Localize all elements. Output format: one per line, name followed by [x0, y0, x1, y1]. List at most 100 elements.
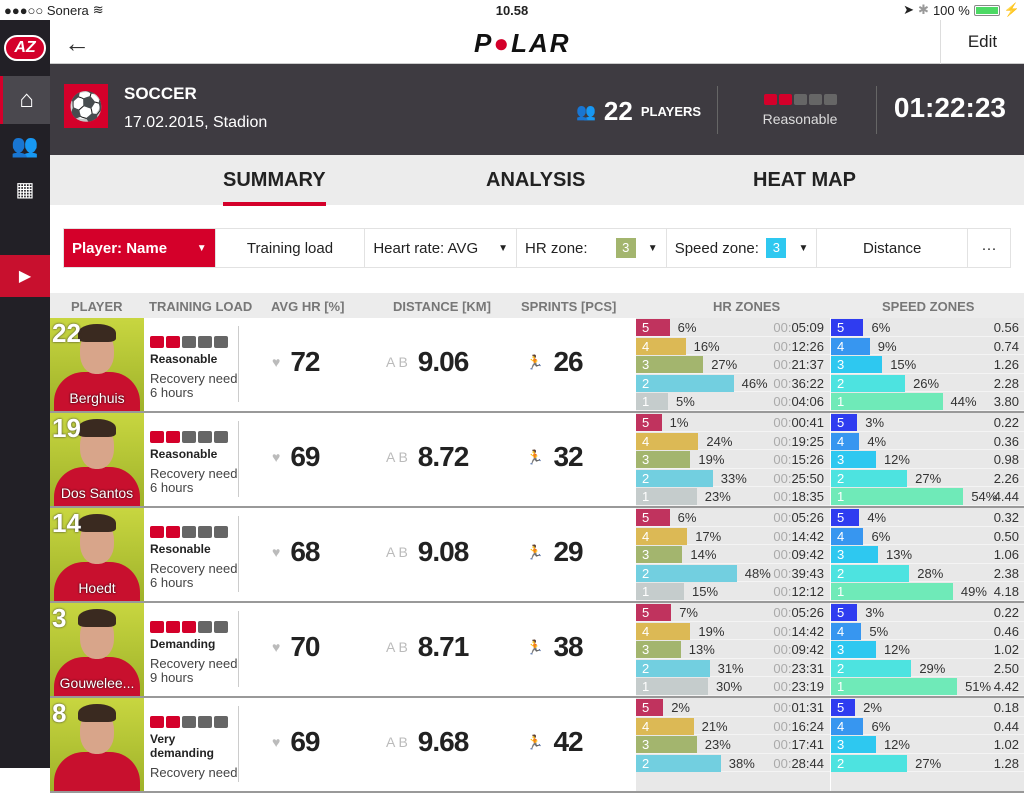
hr-zone-row: 5 6% 00:05:26	[636, 508, 830, 527]
speed-zone-row: 2 29% 2.50	[831, 659, 1024, 678]
speed-zone-row: 3 15% 1.26	[831, 355, 1024, 374]
player-photo[interactable]: 19 Dos Santos	[50, 413, 144, 506]
player-number: 22	[52, 318, 81, 348]
sprints-value: 32	[553, 441, 583, 472]
speed-zone-dropdown[interactable]: Speed zone: 3 ▼	[667, 229, 818, 267]
speed-zone-percent: 29%	[919, 660, 946, 676]
load-indicator	[150, 526, 240, 538]
time-hours: 00:	[773, 394, 792, 410]
sidebar-item-play[interactable]: ▶	[0, 255, 50, 297]
sidebar-item-home[interactable]: ⌂	[0, 76, 50, 124]
hr-zone-percent: 31%	[717, 660, 744, 676]
sprints-cell: 🏃 32	[526, 441, 584, 473]
col-training-load[interactable]: TRAINING LOAD	[149, 299, 253, 314]
speed-zone-row: 2 27% 2.26	[831, 469, 1024, 488]
table-row[interactable]: 19 Dos Santos Reasonable Recovery need 6 hou…	[50, 413, 1024, 508]
speed-zone-row: 5 4% 0.32	[831, 508, 1024, 527]
divider	[238, 326, 239, 402]
speed-zone-percent: 12%	[883, 642, 910, 658]
sidebar-item-grid[interactable]: ▦	[0, 168, 50, 210]
speed-zone-row: 2 26% 2.28	[831, 374, 1024, 393]
tab-analysis[interactable]: ANALYSIS	[486, 169, 586, 191]
hr-zone-time: 00:12:26	[773, 338, 824, 354]
hr-zone-time: 00:01:31	[773, 700, 824, 715]
distance-value: 9.68	[417, 726, 469, 757]
heart-rate-dropdown[interactable]: Heart rate: AVG ▼	[365, 229, 518, 267]
hr-zone-percent: 1%	[669, 415, 689, 430]
speed-zone-km: 0.56	[993, 320, 1019, 335]
load-dot	[214, 621, 228, 633]
speed-zone-km: 1.06	[993, 547, 1019, 563]
shirt	[54, 752, 140, 791]
tab-summary[interactable]: SUMMARY	[223, 169, 326, 206]
col-distance[interactable]: DISTANCE [KM]	[393, 299, 491, 314]
recovery-need: Recovery need	[150, 766, 240, 780]
avg-hr-value: 69	[290, 441, 320, 472]
hr-zone-bar: 5	[636, 414, 662, 431]
hr-zone-row: 4 16% 00:12:26	[636, 337, 830, 356]
hr-zone-time: 00:18:35	[773, 489, 824, 505]
speed-zone-percent: 49%	[960, 584, 987, 600]
player-photo[interactable]: 3 Gouwelee...	[50, 603, 144, 696]
col-hr-zones[interactable]: HR ZONES	[713, 299, 781, 314]
hr-zone-time: 00:21:37	[773, 357, 824, 373]
load-dot	[166, 716, 180, 728]
table-row[interactable]: 22 Berghuis Reasonable Recovery need 6 hours…	[50, 318, 1024, 413]
speed-zone-bar: 5	[831, 604, 858, 621]
avg-hr-cell: ♥ 69	[272, 726, 320, 758]
hr-zones: 5 2% 00:01:31 4 21% 00:16:24 3 23% 00:17:41 2 38% 0…	[636, 698, 830, 791]
col-player[interactable]: PLAYER	[71, 299, 123, 314]
speed-zone-km: 2.50	[993, 660, 1019, 676]
hr-zone-time: 00:12:12	[773, 584, 824, 600]
heart-icon: ♥	[272, 544, 281, 560]
player-photo[interactable]: 8	[50, 698, 144, 791]
chevron-down-icon: ▼	[196, 242, 207, 254]
speed-zone-percent: 6%	[871, 320, 891, 335]
training-load: Demanding Recovery need 9 hours	[150, 621, 240, 685]
home-icon: ⌂	[19, 86, 34, 113]
hr-zone-row: 5 1% 00:00:41	[636, 413, 830, 432]
table-row[interactable]: 14 Hoedt Resonable Recovery need 6 hours ♥ 68 A…	[50, 508, 1024, 603]
hr-zone-row: 2 31% 00:23:31	[636, 659, 830, 678]
player-photo[interactable]: 22 Berghuis	[50, 318, 144, 411]
col-speed-zones[interactable]: SPEED ZONES	[882, 299, 975, 314]
col-avg-hr[interactable]: AVG HR [%]	[271, 299, 345, 314]
hr-zone-percent: 21%	[701, 718, 728, 734]
hr-zone-bar: 4	[636, 527, 688, 545]
speed-zone-bar: 4	[831, 622, 862, 640]
back-arrow-icon[interactable]: ←	[64, 28, 90, 58]
recovery-hours: 6 hours	[150, 575, 194, 590]
table-row[interactable]: 3 Gouwelee... Demanding Recovery need 9 hour…	[50, 603, 1024, 698]
speed-zone-row: 4 6% 0.44	[831, 717, 1024, 736]
hr-zone-dropdown[interactable]: HR zone: 3 ▼	[517, 229, 667, 267]
player-sort-dropdown[interactable]: Player: Name ▼	[64, 229, 216, 267]
hr-zone-bar: 3	[636, 736, 697, 754]
recovery-label: Recovery need	[150, 371, 238, 386]
avg-hr-value: 69	[290, 726, 320, 757]
tab-heat-map[interactable]: HEAT MAP	[753, 169, 856, 191]
session-duration: 01:22:23	[893, 92, 1006, 123]
hair	[78, 704, 116, 722]
edit-button[interactable]: Edit	[940, 20, 1024, 64]
speed-zone-row: 4 6% 0.50	[831, 527, 1024, 546]
distance-filter[interactable]: Distance	[817, 229, 969, 267]
distance-icon: A B	[386, 449, 408, 465]
chevron-down-icon: ▼	[498, 242, 509, 254]
hr-zone-percent: 7%	[679, 605, 698, 620]
sidebar-item-players[interactable]: 👥	[0, 124, 50, 168]
player-number: 3	[52, 603, 67, 633]
recovery-hours: 6 hours	[150, 480, 194, 495]
load-dot	[182, 716, 196, 728]
player-photo[interactable]: 14 Hoedt	[50, 508, 144, 601]
more-button[interactable]: ···	[981, 239, 997, 257]
col-sprints[interactable]: SPRINTS [PCS]	[521, 299, 617, 314]
sprint-icon: 🏃	[526, 448, 544, 465]
speed-zones: 5 2% 0.18 4 6% 0.44 3 12% 1.02 2 27% 1.28	[831, 698, 1024, 791]
hr-zone-percent: 2%	[671, 700, 690, 715]
hr-zone-bar: 1	[636, 488, 697, 506]
training-load-filter[interactable]: Training load	[216, 229, 366, 267]
table-row[interactable]: 8 Very demanding Recovery need ♥ 69 A B 9.68 🏃 4…	[50, 698, 1024, 793]
speed-zone-row: 2 28% 2.38	[831, 564, 1024, 583]
hr-zone-row: 1 23% 00:18:35	[636, 487, 830, 506]
hr-zone-time: 00:00:41	[773, 415, 824, 430]
